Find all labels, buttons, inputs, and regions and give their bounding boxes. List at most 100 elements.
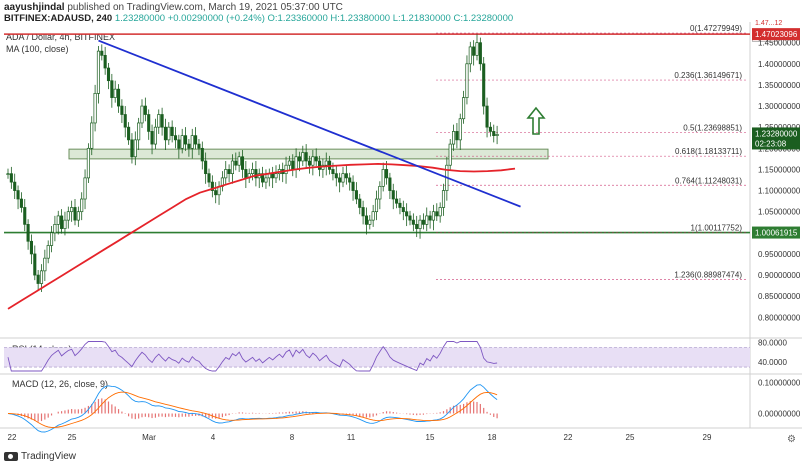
rsi-tick-label: 80.0000 [758, 338, 787, 347]
candle [56, 215, 60, 225]
candle [297, 156, 302, 162]
candle [351, 181, 355, 191]
candle [177, 139, 181, 149]
y-tick-label: 0.85000000 [758, 292, 801, 301]
candle [458, 118, 462, 141]
candle [465, 63, 469, 98]
fib-level-label: 0.618(1.18133711) [675, 147, 742, 156]
candle [314, 156, 318, 162]
candle [364, 215, 369, 225]
candle [180, 135, 184, 149]
x-tick-label: 18 [488, 433, 497, 442]
candle [160, 114, 164, 128]
candle [207, 173, 211, 183]
candle [381, 169, 385, 187]
author-name[interactable]: aayushjindal [4, 2, 65, 13]
rsi-line [7, 341, 498, 372]
candle [388, 177, 392, 191]
candle [468, 46, 472, 65]
candle [452, 131, 456, 145]
candle [116, 88, 121, 107]
candle [204, 160, 208, 175]
candle [318, 160, 322, 170]
resistance-price-tag-text: 1.47023096 [755, 30, 798, 39]
candle [103, 55, 107, 69]
candle [274, 173, 278, 179]
candle [16, 190, 20, 200]
ma100-line [7, 162, 516, 310]
candle [361, 207, 365, 217]
candle [354, 190, 358, 200]
candle [334, 173, 338, 179]
support-zone [68, 148, 549, 160]
candle [408, 215, 412, 221]
candle [86, 147, 90, 179]
candle [6, 173, 10, 176]
ma-legend: MA (100, close) [6, 44, 69, 54]
candle [425, 215, 429, 225]
candle [284, 164, 288, 175]
candle [344, 173, 348, 179]
candle [307, 160, 312, 166]
x-tick-label: 25 [68, 433, 77, 442]
candle [73, 207, 77, 221]
pair-legend: ADA / Dollar, 4h, BITFINEX [6, 32, 116, 42]
y-tick-label: 1.15000000 [758, 165, 801, 174]
candle [170, 126, 174, 136]
candle [130, 139, 134, 158]
candle [254, 169, 258, 179]
candle [240, 156, 245, 170]
candle [374, 198, 379, 213]
published-text: published on TradingView.com, March 19, … [67, 2, 343, 13]
current-price-tag [752, 127, 800, 150]
candle [271, 173, 275, 179]
x-tick-label: 22 [8, 433, 17, 442]
candle [428, 215, 432, 221]
fib-level-label: 0(1.47279949) [690, 24, 742, 33]
candle [90, 122, 94, 149]
candle [19, 198, 23, 208]
y-tick-label: 1.45000000 [758, 39, 801, 48]
candle [23, 207, 27, 225]
candle [431, 211, 436, 221]
candle [63, 219, 67, 229]
candle [173, 135, 178, 141]
candle [153, 126, 157, 145]
candle [301, 152, 305, 162]
y-tick-label: 1.30000000 [758, 102, 801, 111]
candle [197, 143, 201, 149]
candle [234, 160, 238, 166]
candle [421, 219, 425, 225]
candle [26, 224, 30, 242]
support-price-tag-text: 1.00061915 [755, 229, 798, 238]
candle [227, 169, 231, 175]
fib-level-label: 0.764(1.11248031) [675, 176, 742, 185]
candle [395, 198, 399, 204]
candle [244, 169, 248, 179]
candle [492, 131, 496, 136]
candle [9, 173, 13, 183]
x-tick-label: 4 [211, 433, 216, 442]
y-tick-label: 0.90000000 [758, 271, 801, 280]
candle [485, 105, 489, 128]
candle [83, 177, 87, 200]
macd-tick-label: 0.00000000 [758, 410, 801, 419]
candle [261, 173, 265, 183]
candle [488, 126, 492, 132]
tv-logo-icon [4, 452, 18, 461]
candle [341, 173, 345, 183]
x-tick-label: 8 [290, 433, 295, 442]
candle [137, 122, 141, 141]
bearish-trendline [98, 39, 521, 208]
candle [127, 126, 131, 141]
top-price-tag-text: 1.47...12 [755, 20, 782, 27]
candle [291, 160, 295, 170]
candle [190, 135, 194, 149]
candle [415, 224, 419, 229]
gear-icon[interactable]: ⚙ [787, 434, 796, 445]
x-tick-label: 29 [703, 433, 712, 442]
fib-level-label: 0.236(1.36149671) [674, 71, 742, 80]
candle [378, 185, 382, 200]
candle [157, 114, 161, 128]
